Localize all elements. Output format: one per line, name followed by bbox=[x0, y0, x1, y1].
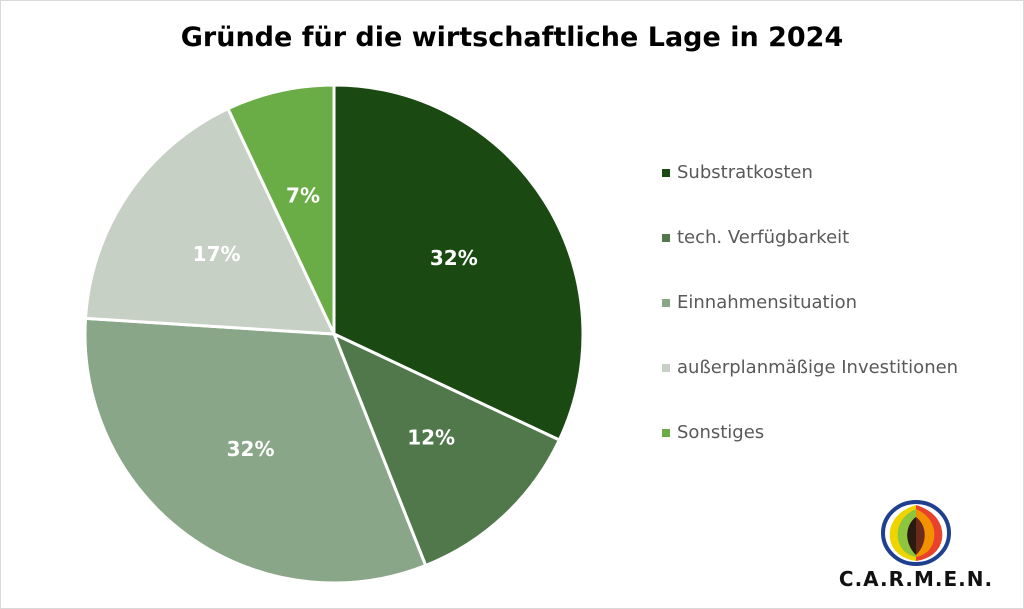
carmen-logo: C.A.R.M.E.N. bbox=[836, 495, 996, 600]
legend-swatch bbox=[662, 428, 670, 437]
legend-label: Substratkosten bbox=[677, 162, 813, 183]
carmen-logo-icon bbox=[881, 500, 951, 566]
legend-label: außerplanmäßige Investitionen bbox=[677, 357, 959, 378]
legend-swatch bbox=[662, 363, 670, 372]
pie-slice-tech-verfuegbarkeit bbox=[331, 331, 562, 568]
pie-slice-substratkosten bbox=[332, 83, 585, 443]
legend-item-einnahmensituation: Einnahmensituation bbox=[662, 270, 958, 335]
pie-slice-einnahmensituation bbox=[83, 316, 428, 585]
legend-label: Einnahmensituation bbox=[677, 292, 857, 313]
data-label-tech-verfuegbarkeit: 12% bbox=[407, 425, 455, 449]
data-label-einnahmensituation: 32% bbox=[227, 437, 275, 461]
pie-slice-sonstiges bbox=[225, 83, 336, 335]
chart-legend: Substratkosten tech. Verfügbarkeit Einnahm… bbox=[662, 140, 958, 465]
data-label-ausserplanmaessige-investitionen: 17% bbox=[193, 242, 241, 266]
legend-item-substratkosten: Substratkosten bbox=[662, 140, 958, 205]
data-label-sonstiges: 7% bbox=[286, 183, 320, 207]
legend-label: tech. Verfügbarkeit bbox=[677, 227, 850, 248]
chart-title: Gründe für die wirtschaftliche Lage in 2… bbox=[180, 22, 844, 53]
legend-item-sonstiges: Sonstiges bbox=[662, 400, 958, 465]
legend-item-ausserplanmaessige-investitionen: außerplanmäßige Investitionen bbox=[662, 335, 958, 400]
pie-slice-ausserplanmaessige-investitionen bbox=[83, 106, 337, 336]
legend-swatch bbox=[662, 168, 670, 177]
logo-text: C.A.R.M.E.N. bbox=[838, 567, 994, 591]
legend-item-tech-verfuegbarkeit: tech. Verfügbarkeit bbox=[662, 205, 958, 270]
legend-swatch bbox=[662, 298, 670, 307]
legend-label: Sonstiges bbox=[677, 422, 765, 443]
data-label-substratkosten: 32% bbox=[430, 246, 478, 270]
legend-swatch bbox=[662, 233, 670, 242]
